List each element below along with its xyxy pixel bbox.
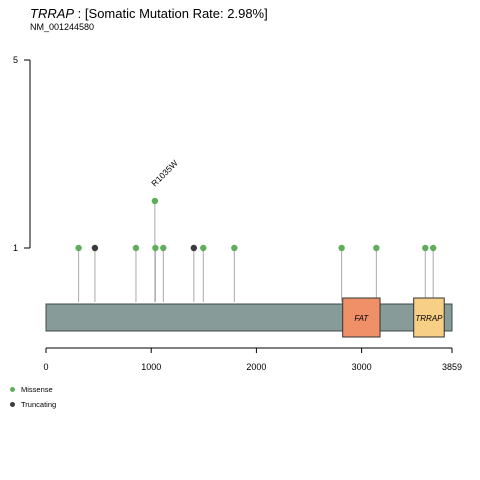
legend-label: Missense — [21, 385, 53, 394]
mutation-point — [231, 244, 238, 252]
mutation-point — [132, 244, 140, 252]
domain-label: FAT — [354, 314, 369, 323]
mutation-point — [373, 244, 380, 252]
legend-swatch — [10, 387, 15, 392]
mutation-point — [190, 244, 198, 252]
y-tick-label: 5 — [13, 55, 18, 65]
legend-item: Truncating — [10, 400, 56, 409]
legend-label: Truncating — [21, 400, 57, 409]
x-tick-label: 2000 — [246, 362, 266, 372]
legend-item: Missense — [10, 385, 53, 394]
domain-label: TRRAP — [415, 314, 443, 323]
mutation-point — [151, 197, 159, 205]
transcript-id: NM_001244580 — [30, 22, 95, 32]
mutation-point — [200, 244, 207, 252]
title-separator: : — [74, 6, 85, 21]
x-tick-label: 0 — [43, 362, 48, 372]
protein-backbone — [45, 303, 453, 332]
chart-title: TRRAP : [Somatic Mutation Rate: 2.98%] — [30, 6, 268, 21]
mutation-point — [422, 244, 429, 252]
legend-swatch — [10, 402, 15, 407]
y-tick-label: 1 — [13, 243, 18, 253]
domain-trrap — [413, 297, 445, 338]
mutation-point — [75, 244, 82, 252]
axes: 1 5 0 1000 2000 3000 3859 — [13, 55, 462, 372]
x-tick-label: 3859 — [442, 362, 462, 372]
x-tick-label: 1000 — [141, 362, 161, 372]
domain-fat — [342, 297, 381, 338]
mutation-point — [429, 244, 437, 252]
mutation-point — [160, 244, 167, 252]
mutation-point — [338, 244, 345, 252]
mutation-marks: FAT TRRAP R1035W — [45, 158, 453, 338]
gene-name: TRRAP — [30, 6, 75, 21]
mutation-point — [91, 244, 99, 252]
mutation-rate: [Somatic Mutation Rate: 2.98%] — [84, 6, 268, 21]
mutation-label: R1035W — [149, 158, 179, 188]
mutation-point — [152, 244, 159, 252]
x-tick-label: 3000 — [352, 362, 372, 372]
